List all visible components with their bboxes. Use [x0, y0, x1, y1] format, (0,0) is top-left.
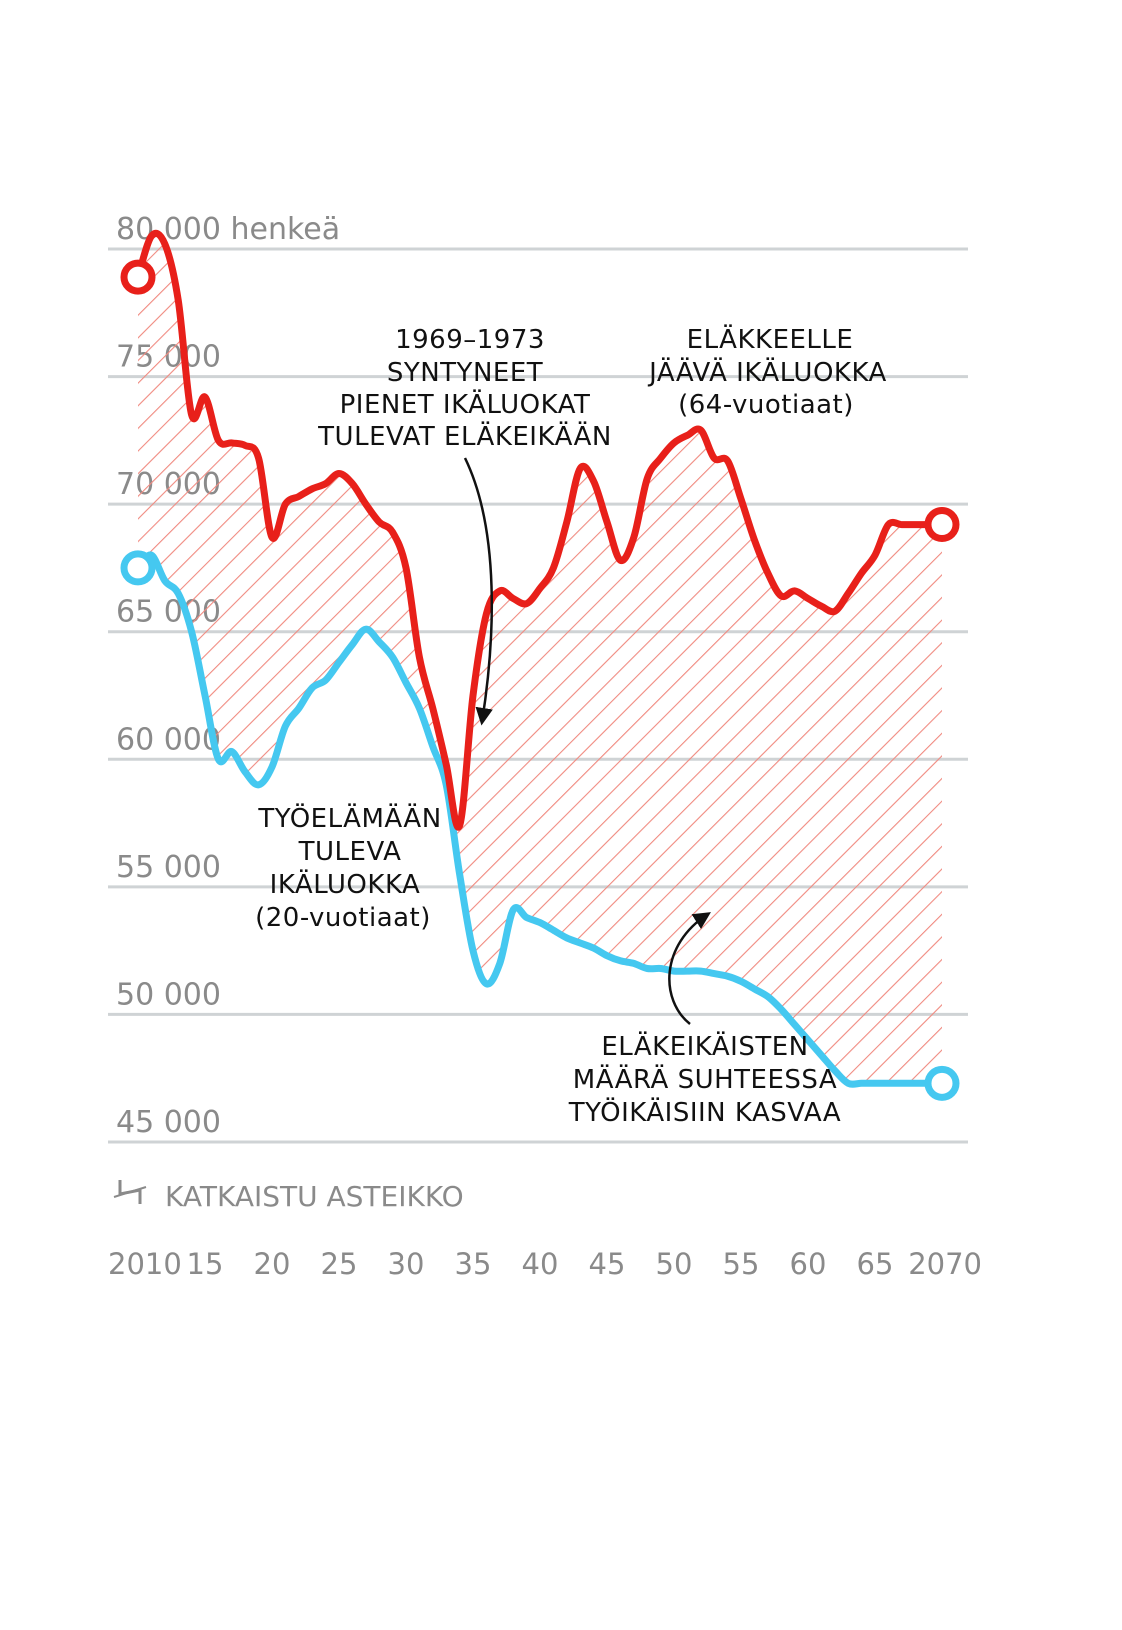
x-tick-label: 20	[254, 1247, 291, 1281]
x-tick-label: 55	[723, 1247, 760, 1281]
x-tick-label: 40	[522, 1247, 559, 1281]
annotation-line: TULEVA	[298, 837, 402, 867]
annotation-line: TULEVAT ELÄKEIKÄÄN	[317, 420, 612, 452]
annotation-arrow	[668, 912, 711, 1025]
annotation-line: JÄÄVÄ IKÄLUOKKA	[647, 356, 887, 388]
endpoint-marker-retiring-end	[924, 507, 960, 543]
axis-break-note: KATKAISTU ASTEIKKO	[113, 1180, 464, 1213]
series-endpoints	[120, 259, 960, 1101]
annotation-line: (20-vuotiaat)	[255, 903, 431, 933]
x-tick-label: 2070	[908, 1247, 982, 1281]
series-lines	[134, 229, 946, 1088]
y-tick-label: 60 000	[116, 722, 221, 757]
annotation-ratio-increase: ELÄKEIKÄISTEN MÄÄRÄ SUHTEESSA TYÖIKÄISII…	[568, 912, 841, 1128]
x-tick-label: 15	[187, 1247, 224, 1281]
annotation-line: ELÄKKEELLE	[687, 323, 854, 355]
y-tick-label: 45 000	[116, 1105, 221, 1140]
y-tick-label: 55 000	[116, 850, 221, 885]
endpoint-marker-entering-end	[924, 1065, 960, 1101]
annotation-arrow	[463, 457, 494, 726]
series-line-entering	[134, 551, 946, 1088]
annotation-line: SYNTYNEET	[387, 358, 543, 388]
legend-label-entering: TYÖELÄMÄÄN TULEVA IKÄLUOKKA (20-vuotiaat…	[255, 802, 441, 933]
y-tick-label: 50 000	[116, 977, 221, 1012]
annotation-line: (64-vuotiaat)	[678, 390, 854, 420]
annotation-line: TYÖIKÄISIIN KASVAA	[568, 1096, 841, 1128]
annotation-line: ELÄKEIKÄISTEN	[601, 1030, 808, 1062]
x-tick-label: 2010	[108, 1247, 182, 1281]
x-tick-label: 60	[790, 1247, 827, 1281]
gap-hatched-area	[138, 236, 942, 1084]
series-line-retiring	[134, 229, 946, 831]
x-tick-label: 45	[589, 1247, 626, 1281]
x-tick-label: 65	[857, 1247, 894, 1281]
annotation-line: MÄÄRÄ SUHTEESSA	[573, 1063, 837, 1095]
legend-label-retiring: ELÄKKEELLE JÄÄVÄ IKÄLUOKKA (64-vuotiaat)	[647, 323, 887, 420]
annotation-line: PIENET IKÄLUOKAT	[340, 388, 591, 420]
x-tick-label: 30	[388, 1247, 425, 1281]
x-tick-label: 50	[656, 1247, 693, 1281]
endpoint-marker-entering-start	[120, 550, 156, 586]
x-tick-label: 25	[321, 1247, 358, 1281]
axis-break-label: KATKAISTU ASTEIKKO	[165, 1180, 464, 1213]
x-tick-label: 35	[455, 1247, 492, 1281]
annotation-line: TYÖELÄMÄÄN	[257, 802, 441, 834]
x-axis-ticks: 2010 15 20 25 30 35 40 45 50 55 60 65 2070	[108, 1247, 982, 1281]
annotation-line: IKÄLUOKKA	[270, 868, 421, 900]
endpoint-marker-retiring-start	[120, 259, 156, 295]
annotation-small-cohorts: 1969–1973 SYNTYNEET PIENET IKÄLUOKAT TUL…	[317, 325, 612, 726]
annotation-line: 1969–1973	[395, 325, 545, 355]
